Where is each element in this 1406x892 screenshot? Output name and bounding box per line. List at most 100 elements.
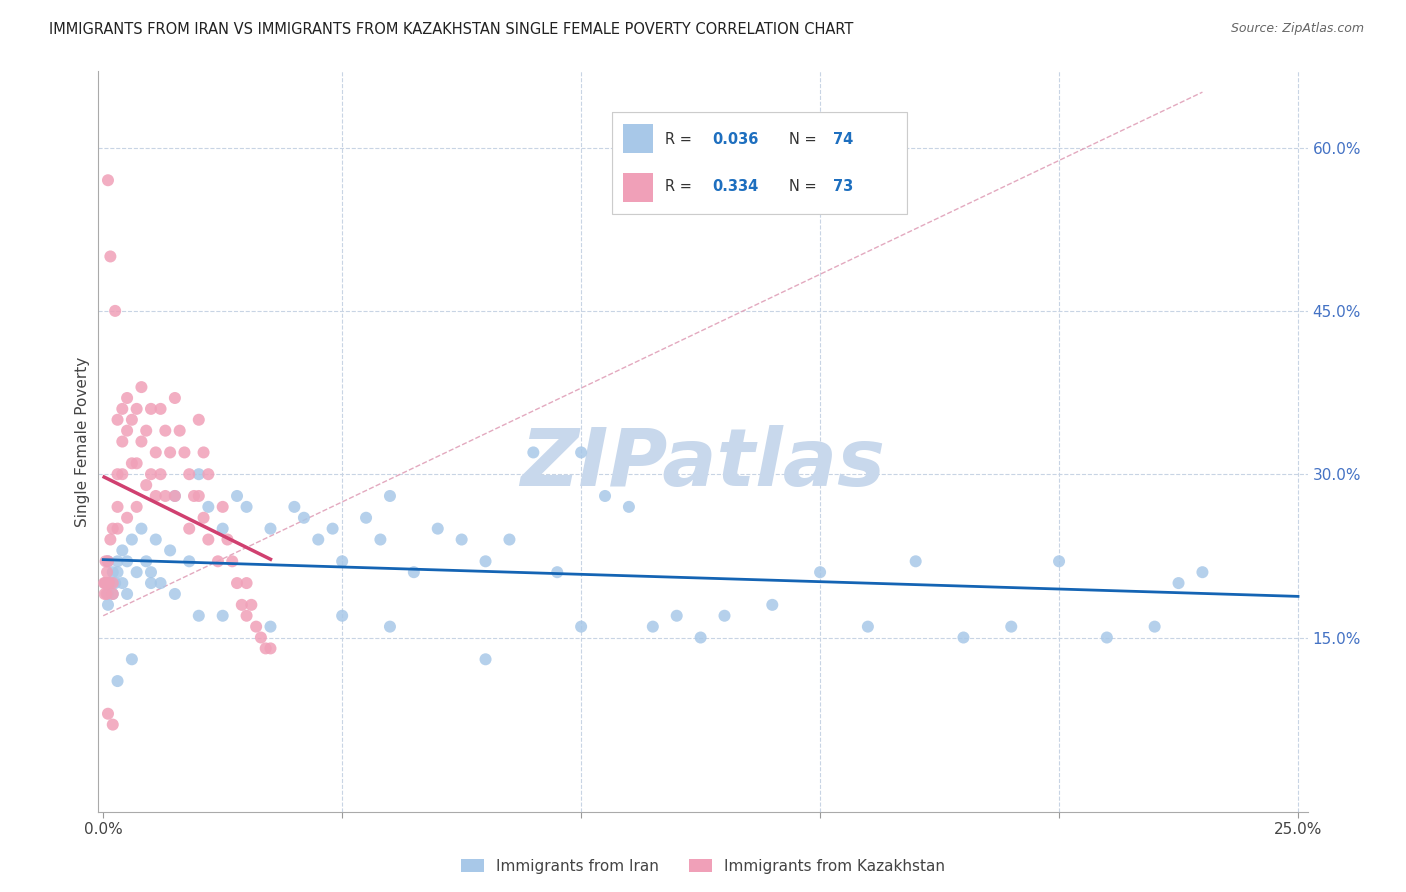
Point: [226, 576, 249, 591]
Point: [159, 445, 181, 459]
Point: [546, 565, 568, 579]
Point: [221, 554, 243, 568]
Point: [187, 489, 209, 503]
Point: [193, 445, 215, 459]
Text: R =: R =: [665, 132, 696, 146]
Point: [97, 598, 120, 612]
Point: [107, 467, 129, 482]
Point: [97, 173, 120, 187]
Point: [761, 598, 783, 612]
Point: [97, 554, 120, 568]
Point: [292, 510, 315, 524]
Point: [179, 467, 201, 482]
Point: [197, 533, 219, 547]
Point: [193, 510, 215, 524]
Point: [139, 401, 162, 416]
Point: [96, 565, 118, 579]
Point: [101, 522, 124, 536]
Point: [97, 587, 120, 601]
Point: [378, 619, 401, 633]
Point: [107, 500, 129, 514]
Point: [155, 489, 177, 503]
Text: Source: ZipAtlas.com: Source: ZipAtlas.com: [1230, 22, 1364, 36]
Point: [149, 467, 172, 482]
Point: [145, 533, 167, 547]
Point: [111, 467, 134, 482]
Point: [107, 674, 129, 689]
Point: [94, 576, 117, 591]
Point: [641, 619, 664, 633]
Point: [121, 456, 143, 470]
Point: [131, 434, 153, 449]
Point: [107, 554, 129, 568]
Point: [1095, 631, 1118, 645]
Y-axis label: Single Female Poverty: Single Female Poverty: [75, 357, 90, 526]
Point: [139, 467, 162, 482]
Point: [107, 413, 129, 427]
Point: [402, 565, 425, 579]
Point: [139, 565, 162, 579]
Point: [665, 608, 688, 623]
Text: N =: N =: [789, 179, 821, 194]
Point: [187, 467, 209, 482]
Point: [231, 598, 253, 612]
Point: [197, 500, 219, 514]
Point: [283, 500, 305, 514]
Point: [689, 631, 711, 645]
Point: [259, 641, 281, 656]
Point: [139, 576, 162, 591]
Point: [111, 434, 134, 449]
Point: [1000, 619, 1022, 633]
Point: [155, 424, 177, 438]
Point: [1143, 619, 1166, 633]
Point: [259, 619, 281, 633]
Point: [169, 424, 191, 438]
Point: [94, 576, 117, 591]
Point: [713, 608, 735, 623]
Point: [163, 489, 186, 503]
Point: [101, 587, 124, 601]
Point: [163, 489, 186, 503]
Point: [104, 304, 127, 318]
Point: [235, 500, 257, 514]
Text: IMMIGRANTS FROM IRAN VS IMMIGRANTS FROM KAZAKHSTAN SINGLE FEMALE POVERTY CORRELA: IMMIGRANTS FROM IRAN VS IMMIGRANTS FROM …: [49, 22, 853, 37]
Point: [904, 554, 927, 568]
Point: [179, 554, 201, 568]
Point: [522, 445, 544, 459]
Point: [952, 631, 974, 645]
Point: [98, 576, 121, 591]
Point: [1047, 554, 1070, 568]
Point: [104, 576, 127, 591]
Point: [159, 543, 181, 558]
Point: [450, 533, 472, 547]
Point: [617, 500, 640, 514]
Point: [115, 424, 138, 438]
Point: [240, 598, 263, 612]
Point: [235, 576, 257, 591]
Point: [211, 500, 233, 514]
Point: [187, 413, 209, 427]
Legend: Immigrants from Iran, Immigrants from Kazakhstan: Immigrants from Iran, Immigrants from Ka…: [454, 853, 952, 880]
Point: [125, 456, 148, 470]
Point: [125, 401, 148, 416]
Point: [115, 391, 138, 405]
Point: [808, 565, 831, 579]
Point: [498, 533, 520, 547]
Point: [93, 576, 115, 591]
Point: [569, 445, 592, 459]
Text: 74: 74: [832, 132, 853, 146]
Text: R =: R =: [665, 179, 696, 194]
Point: [163, 587, 186, 601]
Point: [135, 554, 157, 568]
Point: [101, 565, 124, 579]
Point: [330, 608, 353, 623]
Point: [593, 489, 616, 503]
Point: [101, 717, 124, 731]
Point: [135, 478, 157, 492]
Point: [235, 608, 257, 623]
Point: [197, 467, 219, 482]
Point: [354, 510, 377, 524]
Point: [121, 652, 143, 666]
Point: [111, 576, 134, 591]
Text: 0.036: 0.036: [711, 132, 758, 146]
